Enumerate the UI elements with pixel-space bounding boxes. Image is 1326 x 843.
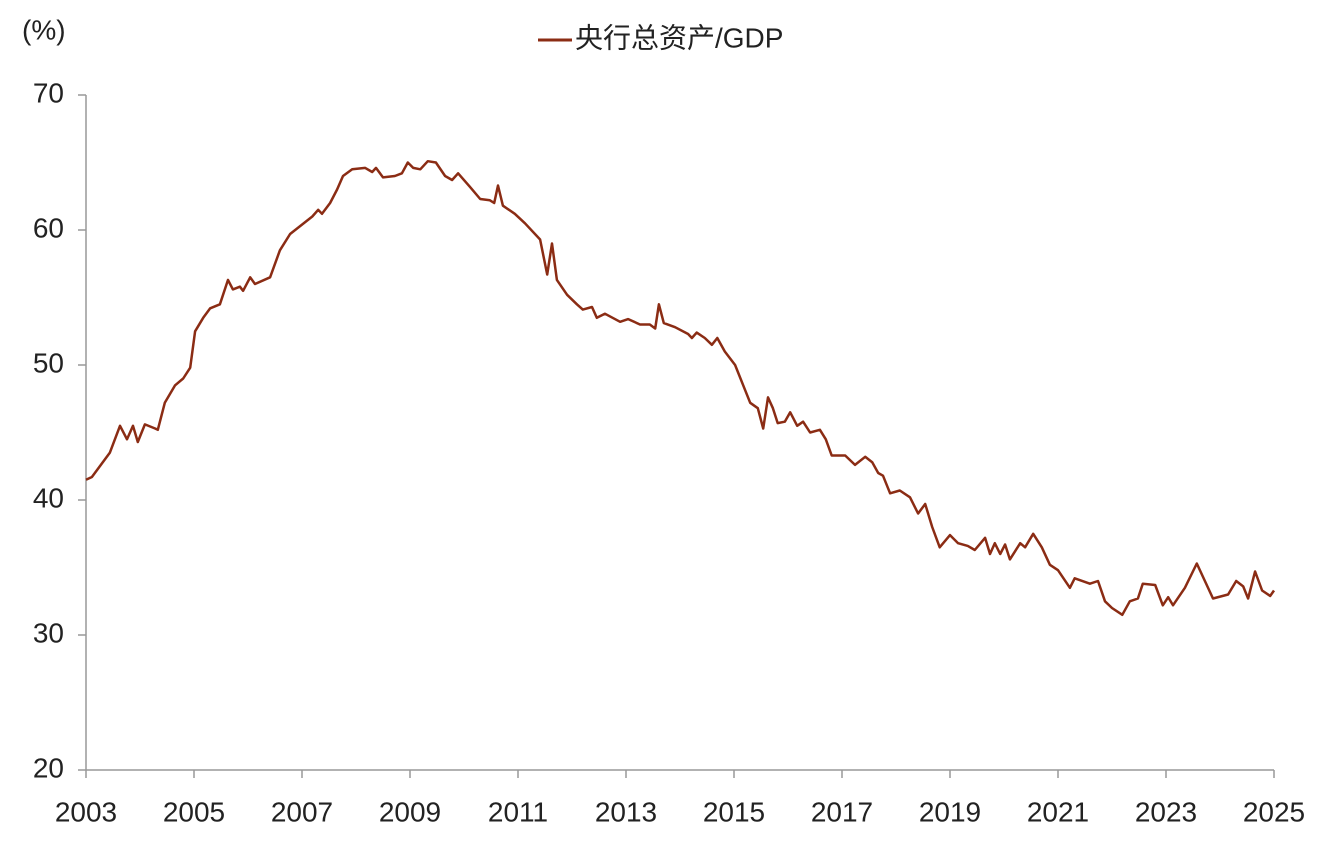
x-tick-label: 2015 [703, 796, 765, 827]
y-tick-label: 30 [33, 617, 64, 648]
x-tick-label: 2007 [271, 796, 333, 827]
x-tick-label: 2023 [1135, 796, 1197, 827]
legend-label: 央行总资产/GDP [575, 22, 783, 53]
x-tick-label: 2013 [595, 796, 657, 827]
y-tick-label: 60 [33, 212, 64, 243]
x-tick-label: 2019 [919, 796, 981, 827]
x-tick-label: 2005 [163, 796, 225, 827]
y-tick-label: 70 [33, 77, 64, 108]
x-tick-label: 2017 [811, 796, 873, 827]
y-tick-label: 20 [33, 752, 64, 783]
x-tick-label: 2025 [1243, 796, 1305, 827]
x-tick-label: 2003 [55, 796, 117, 827]
x-tick-label: 2011 [488, 796, 548, 827]
y-axis-label: (%) [22, 14, 66, 45]
x-tick-label: 2009 [379, 796, 441, 827]
data-line [85, 159, 1276, 617]
y-tick-label: 40 [33, 482, 64, 513]
y-tick-label: 50 [33, 347, 64, 378]
x-tick-label: 2021 [1027, 796, 1089, 827]
